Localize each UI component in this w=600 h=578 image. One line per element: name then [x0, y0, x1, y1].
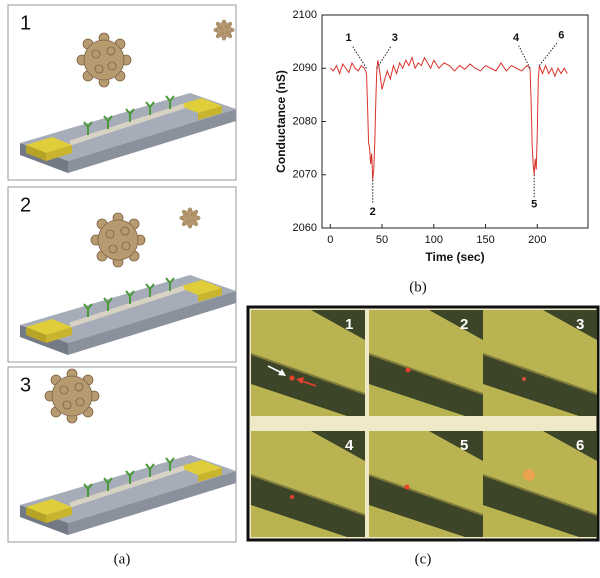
step-label: 3 — [20, 374, 31, 396]
illustration-panel: 2 — [7, 186, 236, 363]
y-tick-label: 2080 — [293, 115, 317, 127]
x-axis-label: Time (sec) — [425, 250, 484, 264]
annotation-leader — [518, 45, 531, 69]
frame-label: 6 — [576, 437, 584, 454]
illustration-panel: 1 — [7, 4, 236, 181]
x-tick-label: 150 — [476, 234, 494, 246]
x-tick-label: 0 — [327, 234, 333, 246]
y-axis-label: Conductance (nS) — [274, 70, 288, 173]
panel-label: (a) — [114, 551, 131, 567]
illustration-panel: 3 — [7, 366, 236, 543]
annotation: 4 — [513, 32, 520, 44]
panel-label: (b) — [409, 279, 427, 295]
y-tick-label: 2070 — [293, 169, 317, 181]
y-tick-label: 2060 — [293, 222, 317, 234]
annotation: 3 — [392, 32, 398, 44]
annotation-leader — [376, 45, 392, 69]
annotation-leader — [351, 45, 367, 69]
chart: 2060 2070 2080 2090 2100 0 50 100 150 200 Time (se… — [274, 9, 589, 264]
panel-label: (c) — [415, 551, 432, 567]
annotation-leader — [538, 42, 558, 66]
annotation: 6 — [558, 29, 564, 41]
annotation: 2 — [370, 206, 376, 218]
step-label: 1 — [20, 12, 31, 34]
plot-frame — [321, 14, 589, 229]
x-tick-label: 100 — [425, 234, 443, 246]
y-tick-label: 2100 — [293, 9, 317, 21]
frame-label: 4 — [345, 437, 354, 454]
annotation: 1 — [345, 32, 351, 44]
frame-label: 2 — [460, 316, 468, 333]
x-tick-label: 200 — [528, 234, 546, 246]
x-tick-label: 50 — [376, 234, 388, 246]
microscopy-image: 1 2 3 4 5 6 — [246, 305, 600, 543]
data-line — [329, 56, 568, 181]
y-tick-label: 2090 — [293, 62, 317, 74]
frame-label: 1 — [345, 316, 353, 333]
annotation: 5 — [531, 199, 537, 211]
step-label: 2 — [20, 194, 31, 216]
frame-label: 3 — [576, 316, 584, 333]
frame-label: 5 — [460, 437, 468, 454]
